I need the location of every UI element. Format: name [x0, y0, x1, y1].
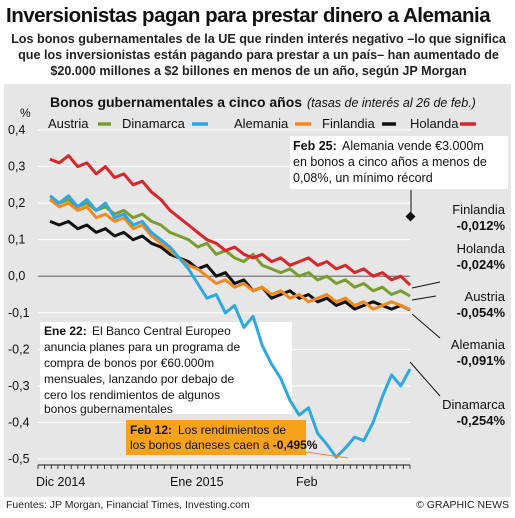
x-axis-labels: Dic 2014 Ene 2015 Feb [36, 475, 318, 489]
feb12-note-line: los bonos daneses caen a [130, 438, 270, 452]
series-line-alemania [49, 198, 411, 311]
credit-note: © GRAPHIC NEWS [416, 499, 509, 511]
end-label-leader-austria [411, 295, 437, 301]
ene22-note-line: compra de bonos por €60.000m [44, 356, 214, 370]
end-label-alemania-name: Alemania [451, 337, 506, 352]
ene22-note-line: anuncia planes para un programa de [44, 340, 240, 354]
x-tick-label-feb: Feb [296, 475, 318, 489]
end-label-alemania-value: -0,091% [457, 353, 506, 368]
legend-label-alemania: Alemania [234, 116, 289, 131]
ene22-note: Ene 22: [44, 324, 87, 338]
feb25-note-box [290, 136, 508, 189]
end-label-leader-finlandia [411, 281, 441, 289]
y-tick-label: -0,4 [8, 415, 30, 429]
legend-label-dinamarca: Dinamarca [122, 116, 186, 131]
legend-label-finlandia: Finlandia [322, 116, 376, 131]
end-label-finlandia-name: Finlandia [452, 202, 506, 217]
series-line-dinamarca [49, 194, 412, 459]
end-label-austria-value: -0,054% [457, 305, 506, 320]
y-tick-label: -0,5 [8, 452, 30, 466]
feb12-note-box [126, 420, 306, 455]
series-line-finlandia [49, 219, 411, 312]
headline: Inversionistas pagan para prestar dinero… [6, 4, 491, 27]
ene22-note-line: bonos gubernamentales [44, 402, 173, 416]
y-tick-label: 0,0 [8, 269, 25, 283]
feb25-note-line: en bonos a cinco años a menos de [293, 155, 487, 169]
x-tick-label-ene-2015: Ene 2015 [170, 475, 224, 489]
intro-text: Los bonos gubernamentales de la UE que r… [11, 32, 506, 78]
end-label-dinamarca-value: -0,254% [457, 413, 506, 428]
legend-label-austria: Austria [48, 116, 89, 131]
y-tick-label: -0,1 [8, 306, 30, 320]
y-tick-label: 0,2 [8, 196, 25, 210]
legend: Austria Dinamarca Alemania Finlandia Hol… [48, 116, 476, 131]
end-label-dinamarca-name: Dinamarca [442, 397, 506, 412]
ene22-note-box [40, 322, 292, 414]
end-label-finlandia-value: -0,012% [457, 218, 506, 233]
feb12-note-line: Los rendimientos de [178, 423, 286, 437]
ene22-note-line: El Banco Central Europeo [92, 324, 231, 338]
end-label-austria-name: Austria [465, 289, 506, 304]
feb25-note-body: Alemania vende €3.000m en bonos a cinco … [293, 139, 490, 185]
y-axis-ticks: 0,4 0,3 0,2 0,1 0,0 -0,1 -0,2 -0,3 -0,4 -0,5 [8, 123, 30, 466]
y-tick-label: -0,2 [8, 342, 30, 356]
ene22-note-label: Ene 22: [44, 324, 87, 338]
ene22-note-body: El Banco Central Europeo anuncia planes … [44, 324, 243, 416]
end-label-holanda-value: -0,024% [457, 257, 506, 272]
ene22-note-line: cero los rendimientos de algunos [44, 388, 220, 402]
feb25-note-label: Feb 25: [293, 139, 337, 153]
chart-subtitle: (tasas de interés al 26 de feb.) [307, 96, 476, 110]
x-tick-label-dic-2014: Dic 2014 [36, 475, 85, 489]
feb25-note-line: Alemania vende €3.000m [342, 139, 484, 153]
feb25-note: Feb 25: [293, 139, 337, 153]
feb12-note-highlight: -0,495% [273, 438, 318, 452]
y-tick-label: 0,3 [8, 160, 25, 174]
ene22-note-line: mensuales, lanzando por debajo de [44, 372, 234, 386]
y-tick-label: 0,1 [8, 233, 25, 247]
end-label-leader-dinamarca [409, 361, 441, 397]
end-label-leader-alemania [411, 313, 441, 339]
chart-title: Bonos gubernamentales a cinco años [50, 94, 302, 110]
end-label-holanda-name: Holanda [457, 241, 506, 256]
sources-note: Fuentes: JP Morgan, Financial Times, Inv… [6, 499, 250, 511]
y-tick-label: 0,4 [8, 123, 25, 137]
y-tick-label: -0,3 [8, 379, 30, 393]
legend-label-holanda: Holanda [410, 116, 459, 131]
y-axis-unit: % [20, 106, 31, 120]
feb12-note-label: Feb 12: [130, 423, 172, 437]
series-line-holanda [49, 154, 412, 287]
feb25-note-line: 0,08%, un mínimo récord [293, 171, 433, 185]
series-lines [49, 154, 412, 459]
feb12-note: Feb 12: Los rendimientos de los bonos da… [130, 423, 318, 452]
x-axis-ticks [37, 464, 411, 469]
feb12-leader-line [305, 451, 349, 459]
end-labels: Finlandia -0,012% Holanda -0,024% Austri… [409, 202, 506, 428]
feb25-marker [405, 211, 416, 222]
